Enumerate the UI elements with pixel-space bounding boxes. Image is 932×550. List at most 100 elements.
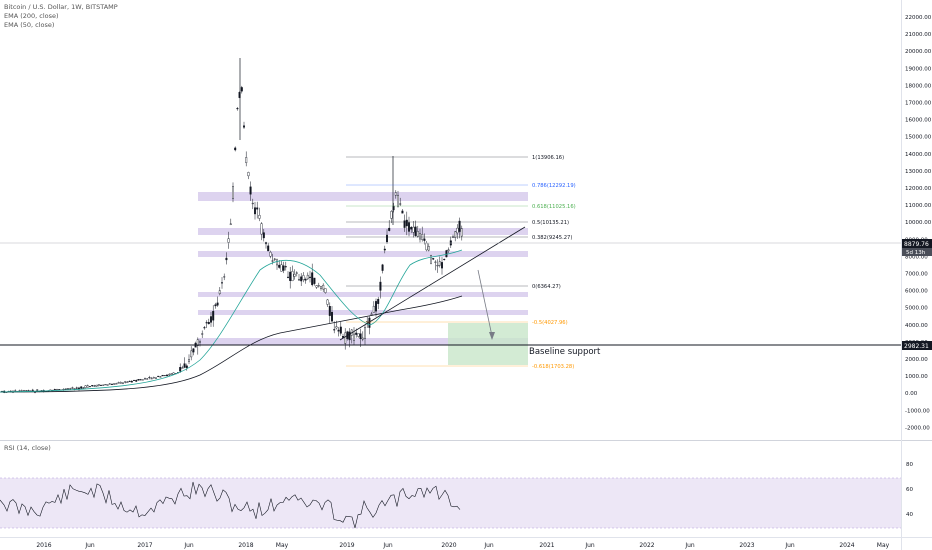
zone-rect[interactable] — [198, 192, 528, 201]
candle — [225, 252, 228, 265]
candle — [430, 254, 433, 265]
candle — [394, 190, 397, 199]
candle — [333, 321, 336, 334]
candle — [328, 302, 331, 324]
candle — [377, 296, 380, 310]
price-tick-label: 17000.00 — [905, 101, 932, 107]
candle — [366, 316, 369, 328]
support-resistance-zones[interactable] — [198, 192, 528, 345]
candle — [276, 258, 279, 270]
candle — [295, 271, 298, 277]
candle — [273, 257, 276, 262]
price-tick-label: 22000.00 — [905, 15, 932, 21]
target-zone-box[interactable] — [448, 323, 528, 365]
candle — [381, 263, 384, 274]
candle — [423, 233, 426, 245]
price-tick-label: 0.00 — [905, 391, 918, 397]
candle — [342, 333, 345, 339]
price-tick-label: 12000.00 — [905, 186, 932, 192]
ascending-trendline[interactable] — [339, 226, 526, 341]
price-axis[interactable]: 22000.00 21000.00 20000.00 19000.00 18000.00… — [905, 15, 932, 431]
candle — [278, 260, 281, 269]
candle — [14, 389, 17, 392]
price-tick-label: 13000.00 — [905, 169, 932, 175]
fib-level-label: 0.382(9245.27) — [532, 235, 572, 241]
fib-level-label: -0.618(1703.28) — [532, 364, 574, 370]
fib-level-label: 0.618(11025.16) — [532, 204, 576, 210]
time-tick-label: May — [877, 542, 890, 549]
candle — [113, 383, 116, 385]
time-tick-label: 2022 — [639, 542, 654, 549]
candle — [18, 389, 21, 392]
candle — [75, 386, 78, 390]
candle — [344, 328, 347, 350]
candle — [214, 302, 217, 309]
baseline-price-tag: 2982.31 — [902, 341, 932, 350]
ema50-legend[interactable]: EMA (50, close) — [4, 21, 55, 29]
projection-arrow[interactable] — [477, 269, 495, 340]
baseline-support-label: Baseline support — [529, 347, 601, 357]
chart-legend[interactable]: Bitcoin / U.S. Dollar, 1W, BITSTAMP EMA … — [4, 3, 118, 30]
time-tick-label: 2018 — [238, 542, 253, 549]
zone-rect[interactable] — [198, 338, 528, 345]
candle — [77, 386, 80, 391]
candle — [220, 277, 223, 289]
candle — [267, 242, 270, 252]
price-tick-label: 2000.00 — [905, 357, 928, 363]
time-tick-label: Jun — [183, 542, 194, 549]
time-axis[interactable]: 2016 Jun 2017 Jun 2018 May 2019 Jun 2020 Jun 2021 J… — [36, 542, 889, 549]
price-tick-label: 16000.00 — [905, 118, 932, 124]
ema-200-line — [0, 295, 463, 393]
candle — [183, 357, 186, 369]
candle — [119, 381, 122, 384]
candle — [139, 378, 142, 381]
candle — [293, 269, 296, 280]
candle — [331, 306, 334, 322]
candle — [99, 384, 102, 386]
price-tick-label: 14000.00 — [905, 152, 932, 158]
candle — [324, 288, 327, 294]
price-tick-label: 19000.00 — [905, 66, 932, 72]
candle — [159, 376, 162, 378]
rsi-legend[interactable]: RSI (14, close) — [4, 444, 51, 452]
candle — [410, 226, 413, 234]
time-tick-label: Jun — [684, 542, 695, 549]
candle — [216, 296, 219, 307]
candle — [165, 374, 168, 377]
candle — [390, 210, 393, 224]
candle — [150, 376, 153, 380]
zone-rect[interactable] — [198, 292, 528, 297]
candle — [269, 250, 272, 259]
candle — [84, 385, 87, 389]
price-tick-label: 10000.00 — [905, 220, 932, 226]
price-tick-label: 6000.00 — [905, 289, 928, 295]
candle — [194, 341, 197, 348]
symbol-title[interactable]: Bitcoin / U.S. Dollar, 1W, BITSTAMP — [4, 3, 118, 11]
ema200-legend[interactable]: EMA (200, close) — [4, 12, 59, 20]
price-tick-label: 5000.00 — [905, 306, 928, 312]
svg-text:2982.31: 2982.31 — [904, 343, 929, 350]
candle — [298, 274, 301, 281]
fib-level-label: 0.5(10135.21) — [532, 220, 569, 226]
time-tick-label: Jun — [784, 542, 795, 549]
zone-rect[interactable] — [198, 310, 528, 315]
candle — [82, 387, 85, 389]
zone-rect[interactable] — [198, 251, 528, 257]
fib-retracement[interactable]: 1(13906.16) 0.786(12292.19) 0.618(11025.16… — [346, 155, 576, 370]
candle — [456, 224, 459, 239]
candle — [36, 389, 39, 391]
candle — [242, 121, 245, 129]
price-tick-label: 4000.00 — [905, 323, 928, 329]
candle — [449, 236, 452, 249]
candle — [287, 271, 290, 279]
candle — [53, 388, 56, 391]
time-tick-label: 2016 — [36, 542, 51, 549]
zone-rect[interactable] — [198, 228, 528, 235]
candle — [128, 380, 131, 382]
candle — [196, 337, 199, 355]
candle — [458, 217, 461, 239]
candle — [201, 330, 204, 339]
price-tick-label: 7000.00 — [905, 272, 928, 278]
candle — [71, 386, 74, 390]
